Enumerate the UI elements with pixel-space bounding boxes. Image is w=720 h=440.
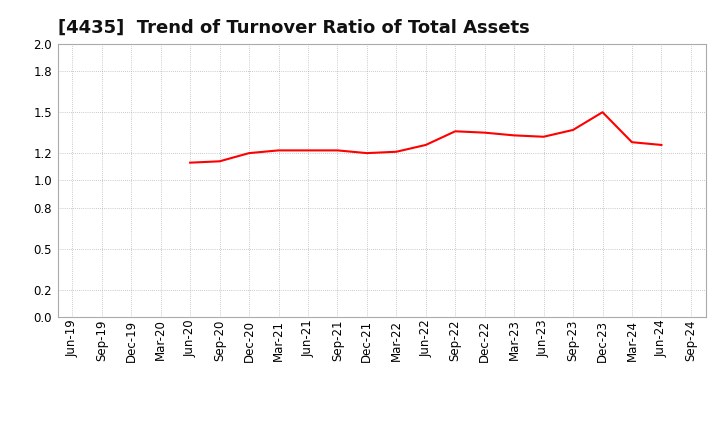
Text: [4435]  Trend of Turnover Ratio of Total Assets: [4435] Trend of Turnover Ratio of Total … (58, 19, 529, 37)
